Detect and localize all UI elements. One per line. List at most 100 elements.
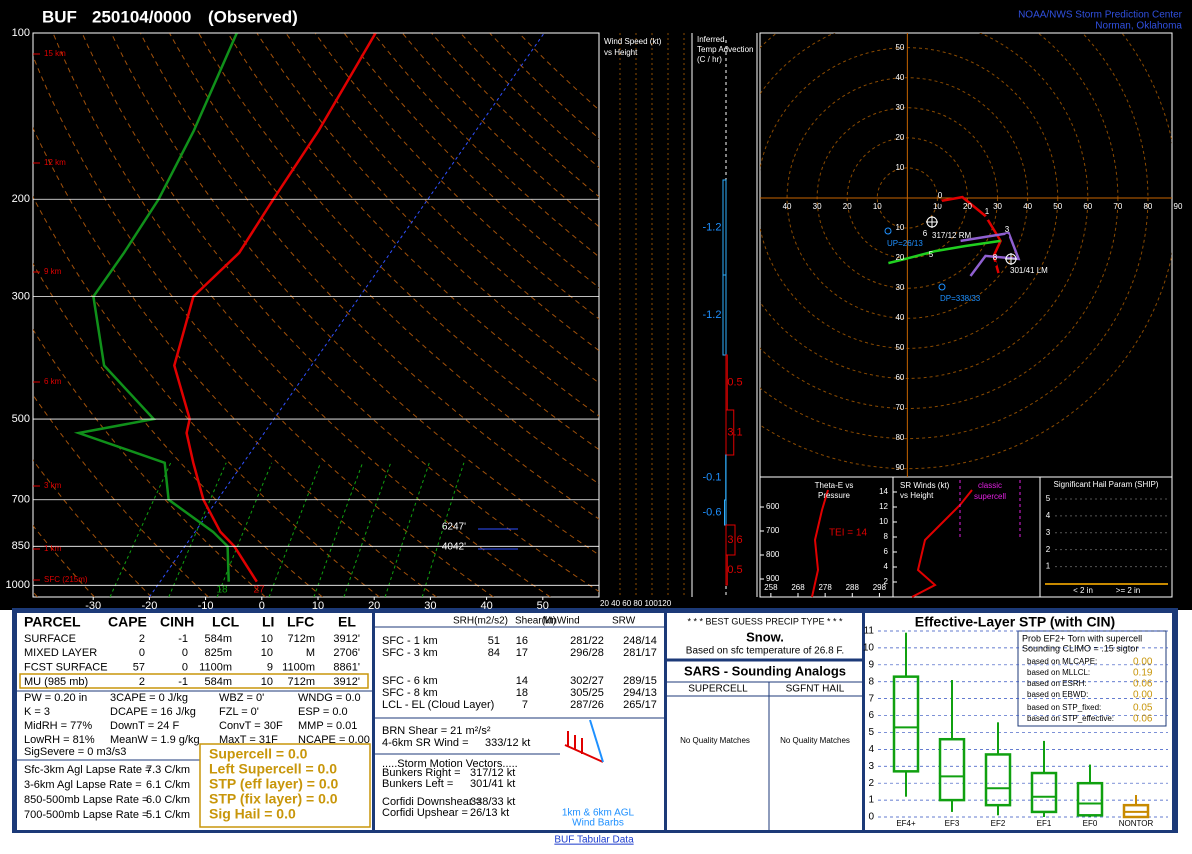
y-tick-label: 8 xyxy=(868,676,874,687)
y-tick-label: 800 xyxy=(766,550,780,559)
time: 250104/0000 xyxy=(92,7,191,26)
height-label: 6 km xyxy=(44,377,62,386)
table-header: SRW xyxy=(612,616,636,627)
annotation: 4042' xyxy=(442,542,466,553)
y-tick-label: 900 xyxy=(766,574,780,583)
table-cell: -1 xyxy=(178,633,188,645)
org: NOAA/NWS Storm Prediction Center xyxy=(1018,10,1183,21)
storm-type: supercell xyxy=(974,492,1006,501)
motion-label: UP=26/13 xyxy=(887,239,923,248)
x-tick-label: -10 xyxy=(198,600,214,612)
index: DownT = 24 F xyxy=(110,720,179,732)
height-label: 12 km xyxy=(44,158,66,167)
storm-type: classic xyxy=(978,481,1002,490)
advection-value: -1.2 xyxy=(703,221,722,233)
index: 3CAPE = 0 J/kg xyxy=(110,692,188,704)
value: 301/41 kt xyxy=(470,778,515,790)
y-tick-label: 850 xyxy=(12,540,30,552)
label: Bunkers Left = xyxy=(382,778,453,790)
index: SigSevere = 0 m3/s3 xyxy=(24,746,126,758)
table-header: LFC xyxy=(287,614,314,630)
advection-value: 3.6 xyxy=(727,534,742,546)
x-tick-label: 70 xyxy=(1113,202,1122,211)
table-cell: 9 xyxy=(267,662,273,674)
level-label: 0 xyxy=(938,191,943,200)
x-tick-label: 30 xyxy=(424,600,436,612)
y-tick-label: 4 xyxy=(884,562,889,571)
table-cell: 3912' xyxy=(333,633,360,645)
x-tick-label: 288 xyxy=(846,583,860,592)
tabular-data-link[interactable]: BUF Tabular Data xyxy=(554,835,634,846)
table-cell: 825m xyxy=(204,647,232,659)
station: BUF xyxy=(42,7,77,26)
level-dot xyxy=(938,200,942,204)
table-cell: 3912' xyxy=(333,676,360,688)
y-tick-label: 200 xyxy=(12,193,30,205)
x-tick-label: 0 xyxy=(259,600,265,612)
y-tick-label: 10 xyxy=(863,643,875,654)
sars-result: No Quality Matches xyxy=(680,736,750,745)
level-label: 3 xyxy=(1005,225,1010,234)
x-tick-label: 80 xyxy=(1143,202,1152,211)
y-tick-label: 100 xyxy=(12,27,30,39)
index: NCAPE = 0.00 xyxy=(298,734,370,746)
table-cell: 57 xyxy=(133,662,145,674)
y-tick-label: 20 xyxy=(895,253,904,262)
y-tick-label: 2 xyxy=(868,778,874,789)
index: WBZ = 0' xyxy=(219,692,264,704)
y-tick-label: 80 xyxy=(895,433,904,442)
x-tick-label: 50 xyxy=(1053,202,1062,211)
table-cell: 10 xyxy=(261,633,273,645)
x-tick-label: -20 xyxy=(141,600,157,612)
table-cell: 14 xyxy=(516,675,528,687)
brn: BRN Shear = 21 m²/s² xyxy=(382,725,491,737)
table-cell: MIXED LAYER xyxy=(24,647,97,659)
y-tick-label: 5 xyxy=(868,727,874,738)
table-cell: 712m xyxy=(287,676,315,688)
sars-header: SGFNT HAIL xyxy=(786,684,845,695)
y-tick-label: 9 xyxy=(868,659,874,670)
legend-label: based on STP_effective: xyxy=(1027,714,1114,723)
table-cell: SFC - 8 km xyxy=(382,687,438,699)
x-tick-label: 20 xyxy=(843,202,852,211)
y-tick-label: 300 xyxy=(12,290,30,302)
panel-title: vs Height xyxy=(604,48,638,57)
table-cell: MU (985 mb) xyxy=(24,676,88,688)
legend-label: based on EBWD: xyxy=(1027,690,1088,699)
y-tick-label: 50 xyxy=(895,343,904,352)
composite: Sig Hail = 0.0 xyxy=(209,806,296,822)
index: MeanW = 1.9 g/kg xyxy=(110,734,200,746)
lapse-label: Sfc-3km Agl Lapse Rate = xyxy=(24,764,151,776)
lapse-label: 700-500mb Lapse Rate = xyxy=(24,809,148,821)
panel-title: Temp Advection xyxy=(697,45,753,54)
composite: Left Supercell = 0.0 xyxy=(209,761,337,777)
x-tick-label: 30 xyxy=(993,202,1002,211)
table-header: CINH xyxy=(160,614,194,630)
table-header: PARCEL xyxy=(24,614,81,630)
y-tick-label: 50 xyxy=(895,43,904,52)
table-header: EL xyxy=(338,614,356,630)
table-cell: 1100m xyxy=(282,662,315,674)
y-tick-label: 0 xyxy=(868,812,874,823)
legend-value: 0.19 xyxy=(1133,668,1153,679)
table-cell: 10 xyxy=(261,676,273,688)
category-label: EF4+ xyxy=(896,819,916,828)
table-cell: 16 xyxy=(516,635,528,647)
table-cell: 0 xyxy=(182,662,188,674)
x-tick-label: 10 xyxy=(873,202,882,211)
category-label: >= 2 in xyxy=(1116,586,1140,595)
note: Wind Barbs xyxy=(572,818,624,829)
y-tick-label: 10 xyxy=(895,163,904,172)
y-tick-label: 90 xyxy=(895,463,904,472)
precip-note: Based on sfc temperature of 26.8 F. xyxy=(686,646,844,657)
panel-title: Theta-E vs xyxy=(815,481,854,490)
table-cell: SFC - 6 km xyxy=(382,675,438,687)
panel-title: SR Winds (kt) xyxy=(900,481,950,490)
x-tick-label: 30 xyxy=(813,202,822,211)
y-tick-label: 10 xyxy=(879,517,888,526)
x-tick-label: 10 xyxy=(312,600,324,612)
level-dot xyxy=(923,238,927,242)
level-dot xyxy=(993,262,997,266)
height-label: SFC (215m) xyxy=(44,575,88,584)
index: LowRH = 81% xyxy=(24,734,95,746)
